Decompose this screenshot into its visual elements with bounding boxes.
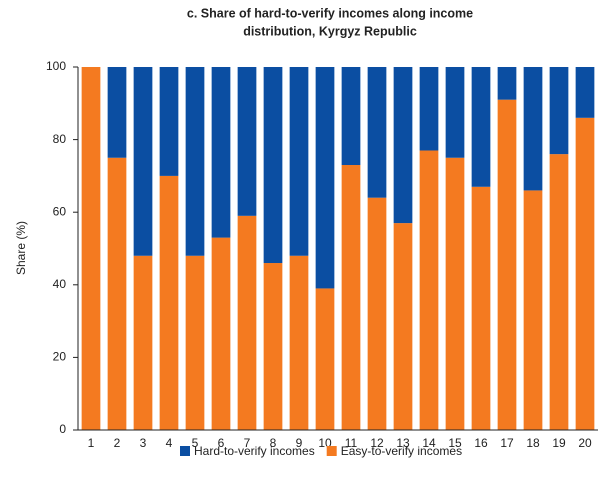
chart-title: c. Share of hard-to-verify incomes along… (187, 6, 473, 20)
bar-segment (107, 67, 127, 158)
y-tick-label: 20 (53, 350, 67, 364)
bar-segment (575, 67, 595, 118)
bar-segment (185, 255, 205, 430)
legend-label: Easy-to-verify incomes (341, 444, 462, 458)
bar-segment (341, 67, 361, 166)
bar-segment (497, 99, 517, 431)
y-tick-label: 80 (53, 132, 67, 146)
bar-segment (341, 165, 361, 430)
legend-swatch (326, 446, 337, 456)
bar-segment (289, 67, 309, 256)
y-axis-label: Share (%) (14, 221, 28, 275)
bar-segment (523, 190, 543, 430)
x-tick-label: 6 (218, 436, 225, 450)
x-tick-label: 4 (166, 436, 173, 450)
bar-segment (237, 67, 257, 216)
x-tick-label: 15 (448, 436, 462, 450)
x-tick-label: 2 (114, 436, 121, 450)
bar-segment (497, 67, 517, 100)
bar-segment (211, 237, 231, 430)
bar-segment (185, 67, 205, 256)
bar-segment (419, 67, 439, 151)
bar-segment (159, 67, 179, 176)
x-tick-label: 14 (422, 436, 436, 450)
bar-segment (419, 150, 439, 431)
x-tick-label: 8 (270, 436, 277, 450)
legend-label: Hard-to-verify incomes (194, 444, 315, 458)
y-tick-label: 60 (53, 204, 67, 218)
x-tick-label: 1 (88, 436, 95, 450)
bar-segment (211, 67, 231, 238)
y-tick-label: 40 (53, 277, 67, 291)
x-tick-label: 20 (578, 436, 592, 450)
bar-segment (289, 255, 309, 430)
bar-segment (549, 154, 569, 430)
x-tick-label: 9 (296, 436, 303, 450)
legend-swatch (180, 446, 190, 456)
bar-segment (523, 67, 543, 191)
x-tick-label: 18 (526, 436, 540, 450)
bar-segment (81, 67, 101, 430)
y-tick-label: 0 (59, 422, 66, 436)
bar-segment (367, 67, 387, 198)
bar-segment (445, 67, 465, 158)
bar-segment (263, 67, 283, 264)
bar-segment (393, 67, 413, 224)
x-tick-label: 5 (192, 436, 199, 450)
x-tick-label: 13 (396, 436, 410, 450)
bar-segment (575, 117, 595, 430)
bar-segment (445, 157, 465, 430)
x-tick-label: 12 (370, 436, 384, 450)
bar-segment (471, 186, 491, 430)
x-tick-label: 17 (500, 436, 514, 450)
bar-segment (159, 175, 179, 430)
chart-title: distribution, Kyrgyz Republic (243, 24, 417, 38)
bar-segment (263, 263, 283, 430)
bar-segment (471, 67, 491, 187)
bar-segment (133, 255, 153, 430)
x-tick-label: 7 (244, 436, 251, 450)
x-tick-label: 11 (345, 436, 358, 450)
x-tick-label: 19 (552, 436, 566, 450)
x-tick-label: 3 (140, 436, 147, 450)
bar-segment (367, 197, 387, 430)
bar-segment (237, 215, 257, 430)
bar-segment (315, 67, 335, 289)
bar-segment (393, 223, 413, 430)
y-tick-label: 100 (46, 59, 66, 73)
bar-segment (107, 157, 127, 430)
x-tick-label: 16 (474, 436, 488, 450)
bar-segment (133, 67, 153, 256)
bar-segment (549, 67, 569, 155)
bar-segment (315, 288, 335, 430)
